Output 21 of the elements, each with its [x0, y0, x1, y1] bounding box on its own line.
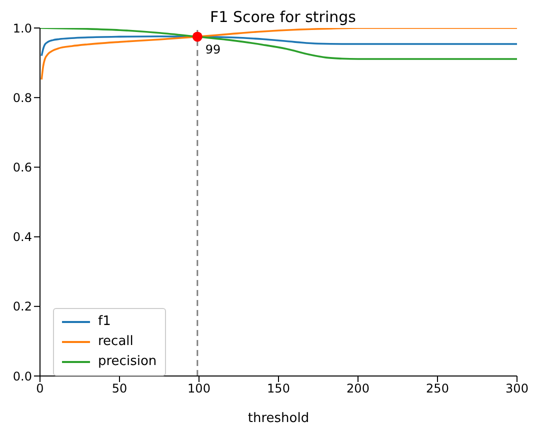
y-tick-label: 0.4: [12, 230, 32, 244]
y-tick-label: 0.8: [12, 90, 32, 105]
y-tick-label: 0.0: [12, 369, 32, 384]
x-tick-label: 150: [267, 382, 290, 396]
x-tick-label: 200: [346, 382, 370, 396]
legend-label: recall: [98, 333, 134, 351]
x-tick-label: 0: [36, 382, 44, 396]
legend-label: f1: [98, 313, 111, 331]
x-axis-title: threshold: [248, 411, 310, 426]
y-tick-label: 0.6: [12, 160, 32, 174]
line-series: [40, 28, 517, 80]
legend-label: precision: [98, 353, 157, 371]
y-tick-label: 1.0: [12, 21, 32, 36]
x-tick-label: 250: [426, 382, 449, 396]
x-tick-label: 300: [506, 382, 528, 396]
x-tick-label: 100: [188, 382, 210, 396]
annotation: 99: [205, 42, 221, 57]
x-tick-label: 50: [112, 382, 128, 396]
chart-title: F1 Score for strings: [210, 8, 356, 26]
line-series: [40, 28, 517, 60]
y-tick-label: 0.2: [12, 300, 32, 314]
